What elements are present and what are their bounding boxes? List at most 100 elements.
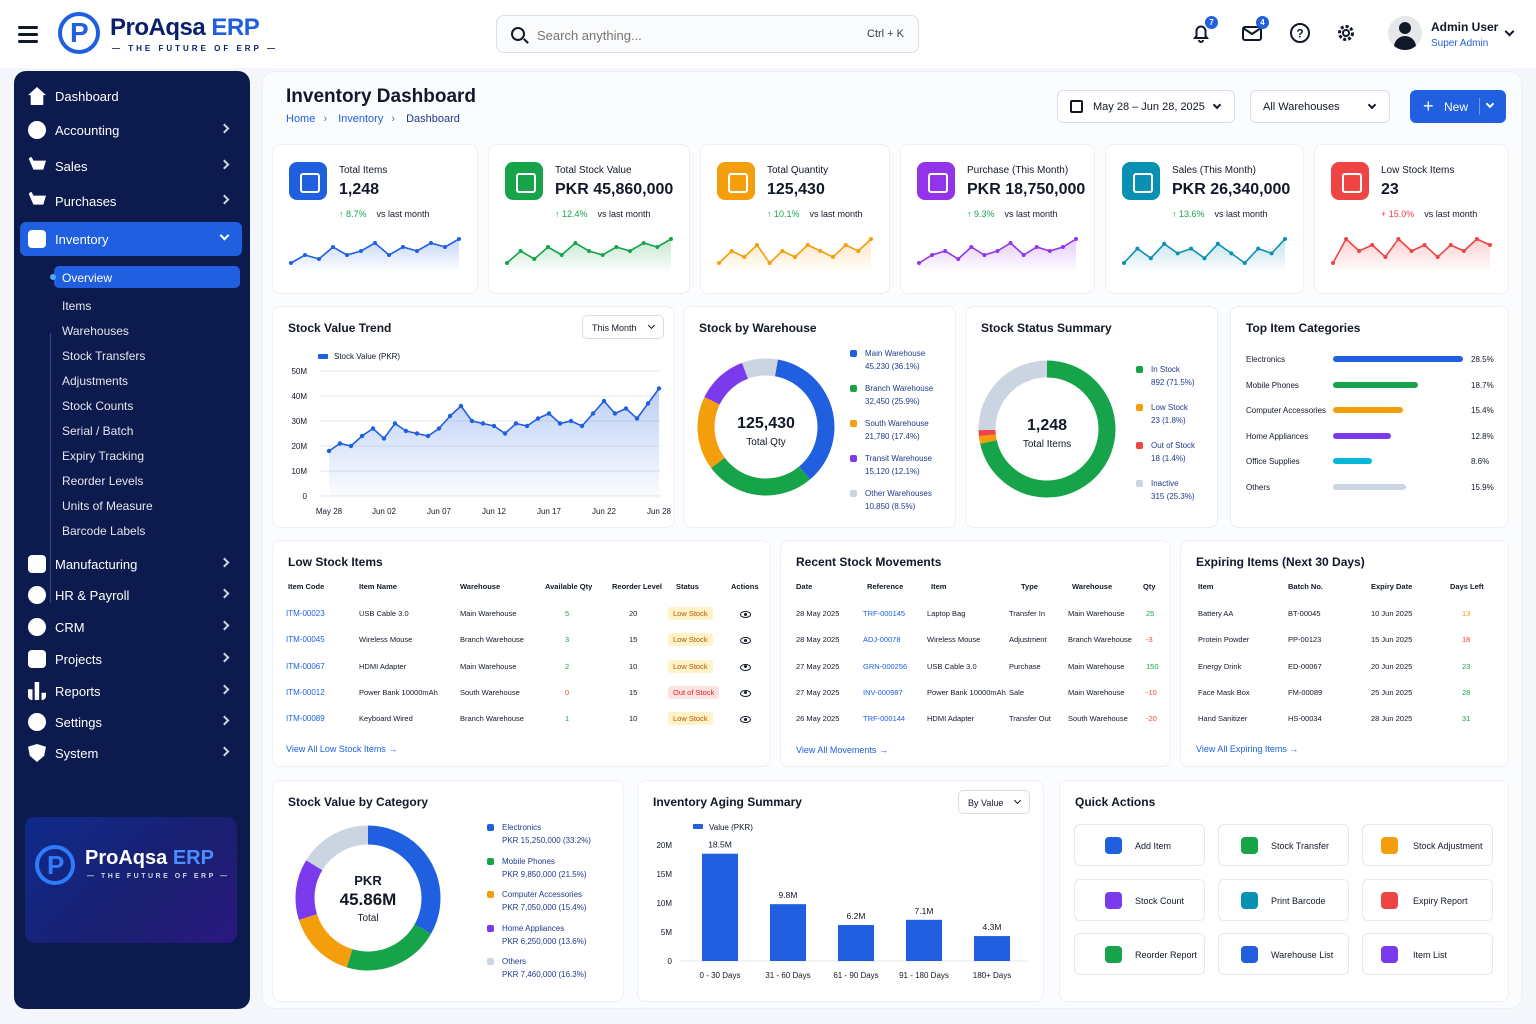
user-menu[interactable]: Admin User Super Admin xyxy=(1388,16,1518,52)
table-row[interactable]: ITM-00067 HDMI Adapter Main Warehouse 2 10 Lo… xyxy=(273,659,770,680)
table-row[interactable]: Battery AA BT-00045 10 Jun 2025 13 xyxy=(1181,609,1508,627)
sidebar-item-crm[interactable]: CRM xyxy=(20,610,242,644)
sidebar-item-sales[interactable]: Sales xyxy=(20,149,242,183)
days-left: 23 xyxy=(1462,661,1471,671)
sidebar-sub-serial-batch[interactable]: Serial / Batch xyxy=(62,424,134,438)
warehouse-select[interactable]: All Warehouses xyxy=(1250,90,1390,123)
table-row[interactable]: ITM-00045 Wireless Mouse Branch Warehouse 3… xyxy=(273,633,770,653)
table-row[interactable]: 26 May 2025 TRF-000144 HDMI Adapter Transfe… xyxy=(781,714,1170,732)
quick-action-stock-count[interactable]: Stock Count xyxy=(1074,879,1205,921)
legend-value: 23 (1.8%) xyxy=(1151,416,1186,425)
chevron-right-icon xyxy=(219,652,230,663)
quick-action-reorder-report[interactable]: Reorder Report xyxy=(1074,933,1205,975)
breadcrumb-home[interactable]: Home xyxy=(286,113,316,125)
legend-name: In Stock xyxy=(1151,365,1180,374)
sparkline-point xyxy=(1229,251,1234,256)
menu-icon[interactable] xyxy=(18,26,38,43)
available-qty: 2 xyxy=(565,661,570,671)
aging-mode-select[interactable]: By Value xyxy=(958,790,1030,814)
mail-icon[interactable]: 4 xyxy=(1241,16,1269,44)
quick-action-add-item[interactable]: Add Item xyxy=(1074,824,1205,866)
sidebar-sub-units-of-measure[interactable]: Units of Measure xyxy=(62,499,153,513)
view-all-low-stock-link[interactable]: View All Low Stock Items → xyxy=(286,744,398,754)
reference-link[interactable]: TRF-000145 xyxy=(863,609,906,618)
legend-name: Transit Warehouse xyxy=(865,454,932,463)
sidebar-item-system[interactable]: System xyxy=(20,736,242,770)
table-row[interactable]: ITM-00012 Power Bank 10000mAh South Wareho… xyxy=(273,685,770,706)
eye-icon[interactable] xyxy=(740,611,751,618)
search-box[interactable]: Ctrl + K xyxy=(496,15,919,53)
view-all-movements-link[interactable]: View All Movements → xyxy=(796,745,888,755)
legend-name: South Warehouse xyxy=(865,419,929,428)
category-bar xyxy=(1333,483,1406,490)
gear-icon[interactable] xyxy=(1335,22,1357,44)
quick-action-warehouse-list[interactable]: Warehouse List xyxy=(1218,933,1349,975)
trend-point xyxy=(414,431,420,436)
alert-icon xyxy=(1331,162,1369,200)
sidebar-sub-stock-counts[interactable]: Stock Counts xyxy=(62,399,134,413)
item-code-link[interactable]: ITM-00023 xyxy=(286,609,325,618)
eye-icon[interactable] xyxy=(740,716,751,724)
eye-icon[interactable] xyxy=(740,689,751,697)
item-code-link[interactable]: ITM-00089 xyxy=(286,714,325,724)
quick-action-expiry-report[interactable]: Expiry Report xyxy=(1362,879,1493,921)
breadcrumb-inventory[interactable]: Inventory xyxy=(338,113,384,125)
quick-action-print-barcode[interactable]: Print Barcode xyxy=(1218,879,1349,921)
x-tick-label: Jun 02 xyxy=(372,507,397,516)
sidebar-item-projects[interactable]: Projects xyxy=(20,642,242,676)
sidebar-sub-warehouses[interactable]: Warehouses xyxy=(62,324,129,338)
table-row[interactable]: ITM-00089 Keyboard Wired Branch Warehouse 1… xyxy=(273,712,770,732)
status-badge: Low Stock xyxy=(668,712,713,726)
sidebar-item-dashboard[interactable]: Dashboard xyxy=(20,79,242,113)
table-row[interactable]: 28 May 2025 TRF-000145 Laptop Bag Transfer … xyxy=(781,609,1170,627)
eye-icon[interactable] xyxy=(740,663,751,671)
item-code-link[interactable]: ITM-00012 xyxy=(286,687,325,697)
sidebar-sub-overview[interactable]: Overview xyxy=(50,266,240,288)
legend-value: 315 (25.3%) xyxy=(1151,492,1195,501)
help-icon[interactable]: ? xyxy=(1289,22,1311,44)
table-row[interactable]: Hand Sanitizer HS-00034 28 Jun 2025 31 xyxy=(1181,714,1508,732)
search-input[interactable] xyxy=(537,25,837,45)
table-row[interactable]: Face Mask Box FM-00089 25 Jun 2025 28 xyxy=(1181,688,1508,706)
sidebar-sub-items[interactable]: Items xyxy=(62,299,92,313)
sidebar-item-purchases[interactable]: Purchases xyxy=(20,184,242,218)
date-range-picker[interactable]: May 28 – Jun 28, 2025 xyxy=(1057,90,1235,123)
table-row[interactable]: 27 May 2025 INV-000987 Power Bank 10000mAh… xyxy=(781,688,1170,706)
sidebar-sub-barcode-labels[interactable]: Barcode Labels xyxy=(62,524,146,538)
bell-icon[interactable]: 7 xyxy=(1190,16,1218,44)
item-code-link[interactable]: ITM-00045 xyxy=(286,635,325,645)
sidebar-item-accounting[interactable]: Accounting xyxy=(20,113,242,147)
quick-action-item-list[interactable]: Item List xyxy=(1362,933,1493,975)
table-row[interactable]: 28 May 2025 ADJ-00078 Wireless Mouse Adjust… xyxy=(781,635,1170,653)
reference-link[interactable]: ADJ-00078 xyxy=(863,635,901,645)
sparkline-point xyxy=(1488,243,1492,247)
reference-link[interactable]: INV-000987 xyxy=(863,687,903,697)
table-row[interactable]: ITM-00023 USB Cable 3.0 Main Warehouse 5 20 L… xyxy=(273,607,770,627)
sidebar-item-inventory[interactable]: Inventory xyxy=(20,222,242,256)
table-row[interactable]: 27 May 2025 GRN-000256 USB Cable 3.0 Purcha… xyxy=(781,662,1170,680)
eye-icon[interactable] xyxy=(740,637,751,645)
trend-period-select[interactable]: This Month xyxy=(582,315,664,339)
sidebar-item-hr-payroll[interactable]: HR & Payroll xyxy=(20,578,242,612)
sidebar-sub-expiry-tracking[interactable]: Expiry Tracking xyxy=(62,449,145,463)
sidebar-item-manufacturing[interactable]: Manufacturing xyxy=(20,547,242,581)
view-all-expiring-link[interactable]: View All Expiring Items → xyxy=(1196,744,1299,754)
quick-action-stock-transfer[interactable]: Stock Transfer xyxy=(1218,824,1349,866)
reference-link[interactable]: GRN-000256 xyxy=(863,661,908,671)
quick-action-label: Warehouse List xyxy=(1271,950,1334,960)
sidebar-item-reports[interactable]: Reports xyxy=(20,674,242,708)
legend-swatch xyxy=(850,420,857,427)
table-row[interactable]: Energy Drink ED-00067 20 Jun 2025 23 xyxy=(1181,662,1508,680)
sidebar-sub-stock-transfers[interactable]: Stock Transfers xyxy=(62,349,146,363)
plus-icon: + xyxy=(1423,96,1434,116)
sidebar-sub-reorder-levels[interactable]: Reorder Levels xyxy=(62,474,144,488)
item-code-link[interactable]: ITM-00067 xyxy=(286,661,325,671)
sidebar-item-settings[interactable]: Settings xyxy=(20,705,242,739)
sidebar-sub-adjustments[interactable]: Adjustments xyxy=(62,374,129,388)
movement-date: 27 May 2025 xyxy=(796,687,840,697)
reference-link[interactable]: TRF-000144 xyxy=(863,714,906,724)
table-row[interactable]: Protein Powder PP-00123 15 Jun 2025 18 xyxy=(1181,635,1508,653)
new-button[interactable]: + New xyxy=(1410,90,1506,123)
kpi-delta-value: 10.1% xyxy=(774,209,800,219)
quick-action-stock-adjustment[interactable]: Stock Adjustment xyxy=(1362,824,1493,866)
